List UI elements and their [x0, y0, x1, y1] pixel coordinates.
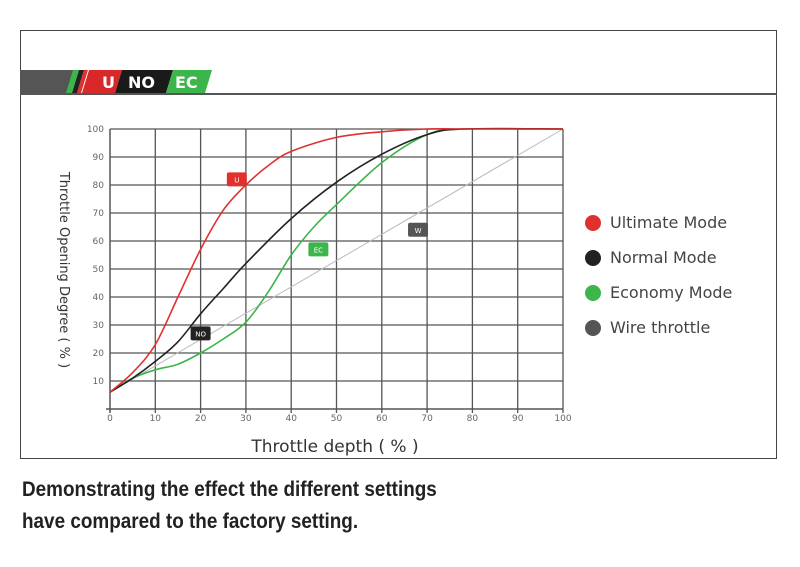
series-markers: U NO EC W: [190, 172, 429, 341]
series-line-ultimate-mode: [109, 127, 563, 393]
legend-label: Normal Mode: [610, 248, 717, 267]
legend-item: Ultimate Mode: [585, 213, 727, 232]
x-axis-label: Throttle depth ( % ): [250, 437, 418, 457]
y-tick-label: 100: [87, 125, 104, 135]
logo-u-block: [82, 70, 122, 93]
tick-labels: 0 10 20 30 40 50 60 70 80 90 100 10 20 30 40 50 60 70 80 90…: [87, 125, 572, 424]
x-tick-label: 80: [467, 414, 479, 424]
legend-item: Wire throttle: [585, 318, 710, 337]
x-tick-label: 0: [107, 414, 113, 424]
legend-dot-icon: [585, 284, 601, 301]
series-marker-box: [190, 326, 211, 341]
y-tick-label: 10: [93, 377, 105, 387]
x-tick-label: 10: [150, 414, 162, 424]
y-tick-label: 80: [93, 181, 105, 191]
legend-label: Economy Mode: [610, 283, 733, 302]
y-axis-label: Throttle Opening Degree ( % ): [56, 171, 71, 368]
series-marker-label: W: [415, 227, 422, 235]
x-tick-label: 30: [240, 414, 252, 424]
logo-stripe: [66, 70, 79, 93]
legend-label: Wire throttle: [610, 318, 711, 337]
legend-dot-icon: [585, 214, 601, 231]
logo-no-block: [115, 70, 173, 93]
series-marker-label: NO: [195, 330, 206, 338]
logo-dark-block: [20, 70, 75, 93]
legend-item: Normal Mode: [585, 248, 717, 267]
header-band: [20, 70, 777, 95]
logo-no: NO: [128, 73, 155, 92]
series-marker-box: [408, 222, 429, 237]
y-tick-label: 50: [93, 265, 105, 275]
x-tick-label: 50: [331, 414, 343, 424]
x-tick-label: 70: [421, 414, 433, 424]
grid: [106, 128, 564, 413]
series-marker-box: [308, 242, 329, 257]
legend-item: Economy Mode: [585, 283, 732, 302]
caption-line-2: have compared to the factory setting.: [22, 510, 359, 533]
x-tick-label: 60: [376, 414, 388, 424]
y-tick-label: 60: [93, 237, 105, 247]
series-line-wire-throttle: [109, 128, 564, 393]
chart-frame: [20, 30, 777, 459]
x-tick-label: 40: [285, 414, 297, 424]
x-tick-label: 20: [195, 414, 207, 424]
caption-line-1: Demonstrating the effect the different s…: [22, 478, 437, 501]
series-lines: [109, 127, 564, 393]
y-tick-label: 90: [93, 153, 105, 163]
logo: U NO EC: [20, 70, 212, 93]
series-line-normal-mode: [109, 127, 564, 393]
logo-ec-block: [166, 70, 212, 93]
x-tick-label: 100: [554, 414, 571, 424]
legend-label: Ultimate Mode: [610, 213, 728, 232]
series-marker-label: U: [234, 176, 239, 184]
y-tick-label: 20: [93, 349, 105, 359]
logo-stripe: [72, 70, 84, 93]
logo-ec: EC: [175, 73, 198, 92]
y-tick-label: 30: [93, 321, 105, 331]
y-tick-label: 40: [93, 293, 105, 303]
series-marker-label: EC: [314, 246, 323, 254]
y-tick-label: 70: [93, 209, 105, 219]
legend-dot-icon: [585, 319, 601, 336]
legend-dot-icon: [585, 249, 601, 266]
x-tick-label: 90: [512, 414, 524, 424]
series-marker-box: [226, 172, 247, 187]
logo-u: U: [102, 73, 115, 92]
logo-stripe: [77, 70, 88, 93]
